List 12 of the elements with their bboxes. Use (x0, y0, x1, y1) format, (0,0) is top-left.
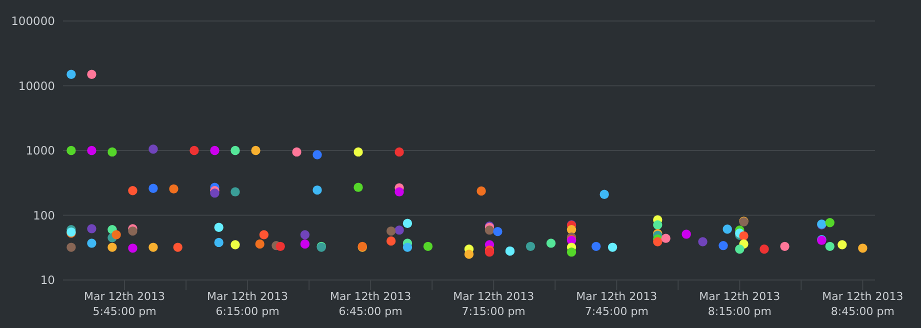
y-tick-label: 100 (33, 208, 55, 222)
y-tick-label: 10000 (18, 78, 55, 93)
x-tick-label: Mar 12th 2013 5:45:00 pm (84, 290, 166, 318)
y-tick-label: 10 (40, 273, 55, 288)
x-tick-label: Mar 12th 2013 6:15:00 pm (207, 290, 288, 318)
y-tick-label: 100000 (11, 14, 55, 28)
x-tick-label: Mar 12th 2013 7:45:00 pm (576, 290, 658, 318)
x-tick-label: Mar 12th 2013 7:15:00 pm (453, 290, 534, 318)
y-tick-label: 1000 (26, 144, 55, 158)
x-tick-label: Mar 12th 2013 8:15:00 pm (699, 290, 780, 318)
x-tick-label: Mar 12th 2013 6:45:00 pm (330, 290, 412, 318)
x-tick-label: Mar 12th 2013 8:45:00 pm (822, 290, 904, 318)
